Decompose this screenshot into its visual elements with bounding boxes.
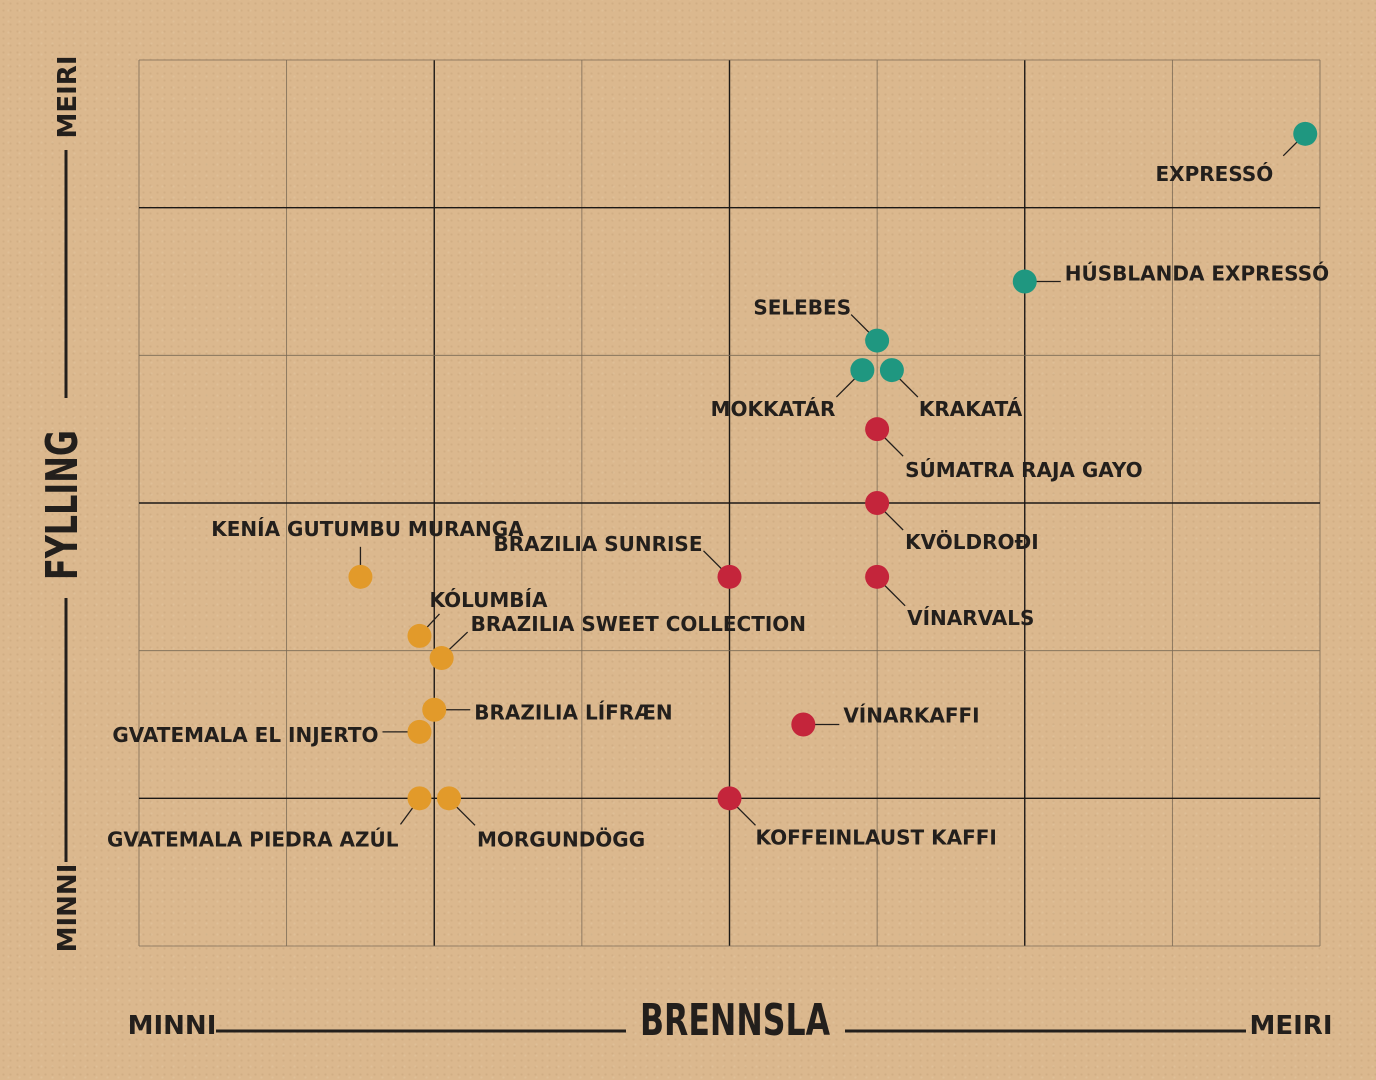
point-expresso: [1293, 121, 1318, 146]
point-brazilia-sweet-collection: [429, 646, 454, 671]
label-brazilia-sunrise: BRAZILIA SUNRISE: [494, 532, 703, 556]
leader-gvatemala-piedra-azul: [399, 804, 416, 825]
point-krakata: [879, 358, 904, 383]
label-leaders: [359, 139, 1300, 826]
label-vinarkaffi: VÍNARKAFFI: [843, 704, 979, 728]
leader-mokkatar: [835, 376, 857, 398]
label-gvatemala-el-injerto: GVATEMALA EL INJERTO: [112, 723, 378, 747]
x-axis-title: BRENNSLA: [640, 995, 830, 1046]
label-brazilia-sweet-collection: BRAZILIA SWEET COLLECTION: [471, 612, 806, 636]
x-axis-max-label: MEIRI: [1249, 1011, 1332, 1041]
point-kenia-gutumbu-muranga: [348, 564, 373, 589]
label-kvoldro-i: KVÖLDROÐI: [905, 530, 1039, 554]
y-axis-max-label: MEIRI: [53, 55, 83, 138]
leader-brazilia-sweet-collection: [447, 631, 469, 652]
label-kenia-gutumbu-muranga: KENÍA GUTUMBU MURANGA: [211, 517, 524, 541]
label-selebes: SELEBES: [753, 296, 851, 320]
point-selebes: [865, 328, 890, 353]
leader-brazilia-sunrise: [703, 550, 723, 571]
y-axis-min-label: MINNI: [53, 864, 83, 953]
point-vinarkaffi: [791, 712, 816, 737]
point-koffeinlaust-kaffi: [717, 786, 742, 811]
y-axis-title: FYLLING: [37, 430, 88, 580]
point-gvatemala-el-injerto: [407, 719, 432, 744]
label-gvatemala-piedra-azul: GVATEMALA PIEDRA AZÚL: [107, 827, 399, 851]
point-gvatemala-piedra-azul: [407, 786, 432, 811]
label-sumatra-raja-gayo: SÚMATRA RAJA GAYO: [905, 458, 1142, 482]
grid: [138, 59, 1321, 947]
label-kolumbia: KÓLUMBÍA: [429, 588, 547, 612]
leader-kolumbia: [425, 613, 440, 630]
label-expresso: EXPRESSÓ: [1156, 162, 1274, 186]
label-vinarvals: VÍNARVALS: [907, 606, 1034, 630]
point-mokkatar: [850, 358, 875, 383]
point-husblanda-expresso: [1012, 269, 1037, 294]
label-morgundogg: MORGUNDÖGG: [477, 827, 645, 851]
leader-koffeinlaust-kaffi: [735, 804, 756, 826]
label-koffeinlaust-kaffi: KOFFEINLAUST KAFFI: [756, 825, 997, 849]
label-husblanda-expresso: HÚSBLANDA EXPRESSÓ: [1065, 262, 1329, 286]
leader-morgundogg: [454, 804, 476, 826]
leader-kvoldro-i: [882, 509, 904, 531]
point-kolumbia: [407, 623, 432, 648]
leader-sumatra-raja-gayo: [882, 435, 904, 457]
leader-expresso: [1282, 139, 1300, 157]
leader-krakata: [897, 376, 919, 398]
leader-vinarvals: [882, 583, 906, 607]
label-mokkatar: MOKKATÁR: [711, 397, 836, 421]
label-krakata: KRAKATÁ: [919, 397, 1023, 421]
label-brazilia-lifr-n: BRAZILIA LÍFRÆN: [474, 701, 672, 725]
point-brazilia-sunrise: [717, 564, 742, 589]
x-axis-min-label: MINNI: [128, 1011, 217, 1041]
point-brazilia-lifr-n: [422, 697, 447, 722]
point-sumatra-raja-gayo: [865, 417, 890, 442]
point-vinarvals: [865, 564, 890, 589]
data-points: [348, 121, 1318, 811]
point-morgundogg: [437, 786, 462, 811]
data-labels: EXPRESSÓ HÚSBLANDA EXPRESSÓ SELEBES MOKKATÁ…: [107, 162, 1329, 851]
leader-selebes: [850, 314, 871, 335]
point-kvoldro-i: [865, 491, 890, 515]
